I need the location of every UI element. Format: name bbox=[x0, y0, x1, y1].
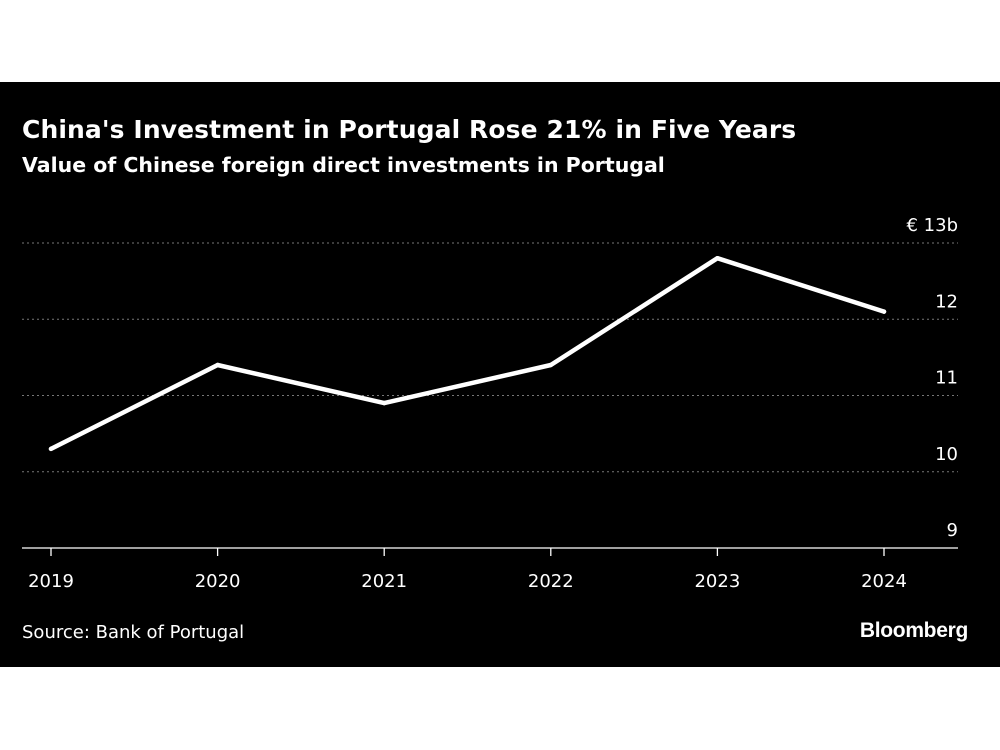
data-point bbox=[881, 309, 887, 314]
x-tick-label: 2021 bbox=[361, 571, 407, 592]
line-chart: 9 10 11 12 € 13b 2019 2020 2021 2022 2023 2024 bbox=[22, 215, 958, 592]
y-tick-label: 10 bbox=[935, 444, 958, 465]
x-tick-label: 2024 bbox=[861, 571, 907, 592]
source-note: Source: Bank of Portugal bbox=[22, 622, 245, 643]
x-tick-label: 2022 bbox=[528, 571, 574, 592]
chart-panel: China's Investment in Portugal Rose 21% … bbox=[0, 82, 1000, 667]
data-point bbox=[215, 362, 220, 368]
data-point bbox=[48, 446, 54, 452]
x-tick-label: 2020 bbox=[195, 571, 241, 592]
data-point bbox=[548, 362, 553, 368]
chart-subtitle: Value of Chinese foreign direct investme… bbox=[22, 153, 665, 177]
bloomberg-logo: Bloomberg bbox=[859, 619, 968, 642]
series-line bbox=[48, 255, 887, 452]
x-tick-label: 2023 bbox=[694, 571, 740, 592]
y-tick-label: 11 bbox=[935, 368, 958, 389]
x-tick-label: 2019 bbox=[28, 571, 74, 592]
y-tick-label: € 13b bbox=[906, 215, 958, 236]
data-point bbox=[382, 400, 387, 406]
data-point bbox=[715, 256, 720, 261]
y-tick-label: 9 bbox=[947, 520, 958, 541]
chart-title: China's Investment in Portugal Rose 21% … bbox=[22, 115, 797, 144]
y-tick-label: 12 bbox=[935, 291, 958, 312]
